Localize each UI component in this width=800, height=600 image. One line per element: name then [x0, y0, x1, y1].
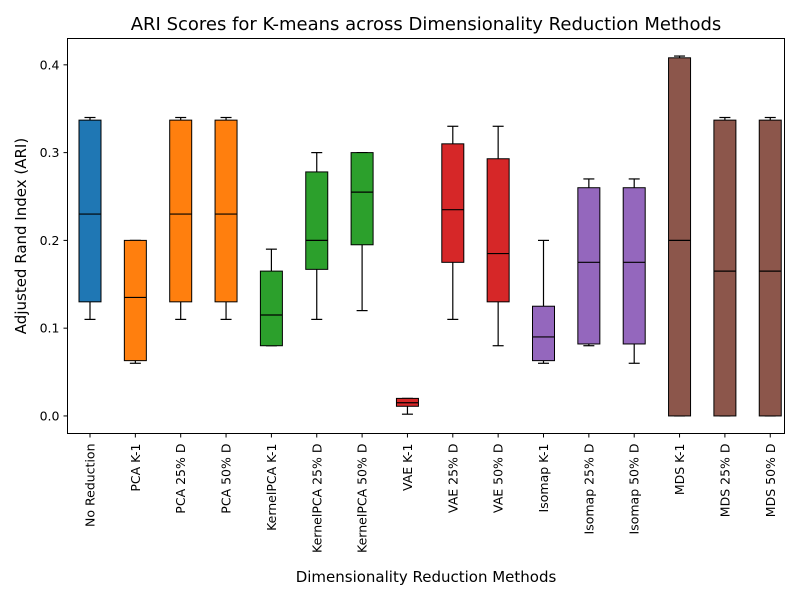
x-tick-label: PCA 25% D	[173, 444, 188, 514]
y-tick-label: 0.4	[40, 57, 60, 72]
x-tick-label: KernelPCA K-1	[264, 444, 279, 531]
x-tick-label: VAE 25% D	[445, 444, 460, 514]
box-group	[395, 397, 419, 415]
y-axis: 0.0 0.1 0.2 0.3 0.4	[40, 57, 68, 423]
y-tick-label: 0.2	[40, 233, 60, 248]
y-tick-label: 0.1	[40, 321, 60, 336]
x-tick-label: KernelPCA 25% D	[309, 444, 324, 553]
box-group	[305, 152, 329, 320]
x-tick-label: Isomap 25% D	[581, 444, 596, 535]
box	[486, 158, 510, 303]
x-tick-label: Isomap 50% D	[627, 444, 642, 535]
x-tick-label: No Reduction	[83, 444, 98, 527]
box-group	[486, 125, 510, 347]
plot-frame	[67, 38, 785, 434]
chart-title: ARI Scores for K-means across Dimensiona…	[131, 14, 722, 35]
x-tick-label: KernelPCA 50% D	[355, 444, 370, 553]
box-group	[713, 116, 737, 417]
box-group	[123, 239, 147, 364]
box	[350, 152, 374, 246]
box	[259, 270, 283, 347]
y-tick-label: 0.0	[40, 408, 60, 423]
x-tick-label: VAE 50% D	[491, 444, 506, 514]
x-tick-label: MDS 25% D	[717, 444, 732, 518]
box	[78, 119, 102, 303]
x-axis-label: Dimensionality Reduction Methods	[296, 568, 557, 586]
box	[532, 305, 555, 362]
box	[622, 187, 646, 345]
box	[214, 119, 238, 303]
box-group	[668, 55, 692, 417]
box	[169, 119, 193, 303]
x-tick-label: MDS 50% D	[763, 444, 778, 518]
box	[123, 239, 147, 362]
x-axis: No Reduction PCA K-1 PCA 25% D PCA 50% D Ker…	[83, 433, 778, 553]
y-axis-label: Adjusted Rand Index (ARI)	[12, 138, 30, 334]
box-group	[441, 125, 465, 320]
box-group	[78, 116, 102, 320]
y-tick-label: 0.3	[40, 145, 60, 160]
box	[577, 187, 601, 345]
plot-area	[78, 55, 782, 417]
x-tick-label: VAE K-1	[400, 444, 415, 492]
x-tick-label: MDS K-1	[672, 444, 687, 496]
box	[305, 171, 329, 270]
box-group	[758, 116, 782, 417]
box-group	[214, 116, 238, 320]
box-group	[169, 116, 193, 320]
box	[758, 119, 782, 417]
box-group	[259, 248, 283, 347]
x-tick-label: Isomap K-1	[536, 444, 551, 513]
box	[668, 57, 692, 417]
box-group	[622, 178, 646, 364]
box	[441, 143, 465, 263]
box-group	[350, 152, 374, 312]
x-tick-label: PCA K-1	[128, 444, 143, 492]
box	[713, 119, 737, 417]
x-tick-label: PCA 50% D	[219, 444, 234, 514]
box-group	[532, 239, 555, 364]
box-group	[577, 178, 601, 347]
